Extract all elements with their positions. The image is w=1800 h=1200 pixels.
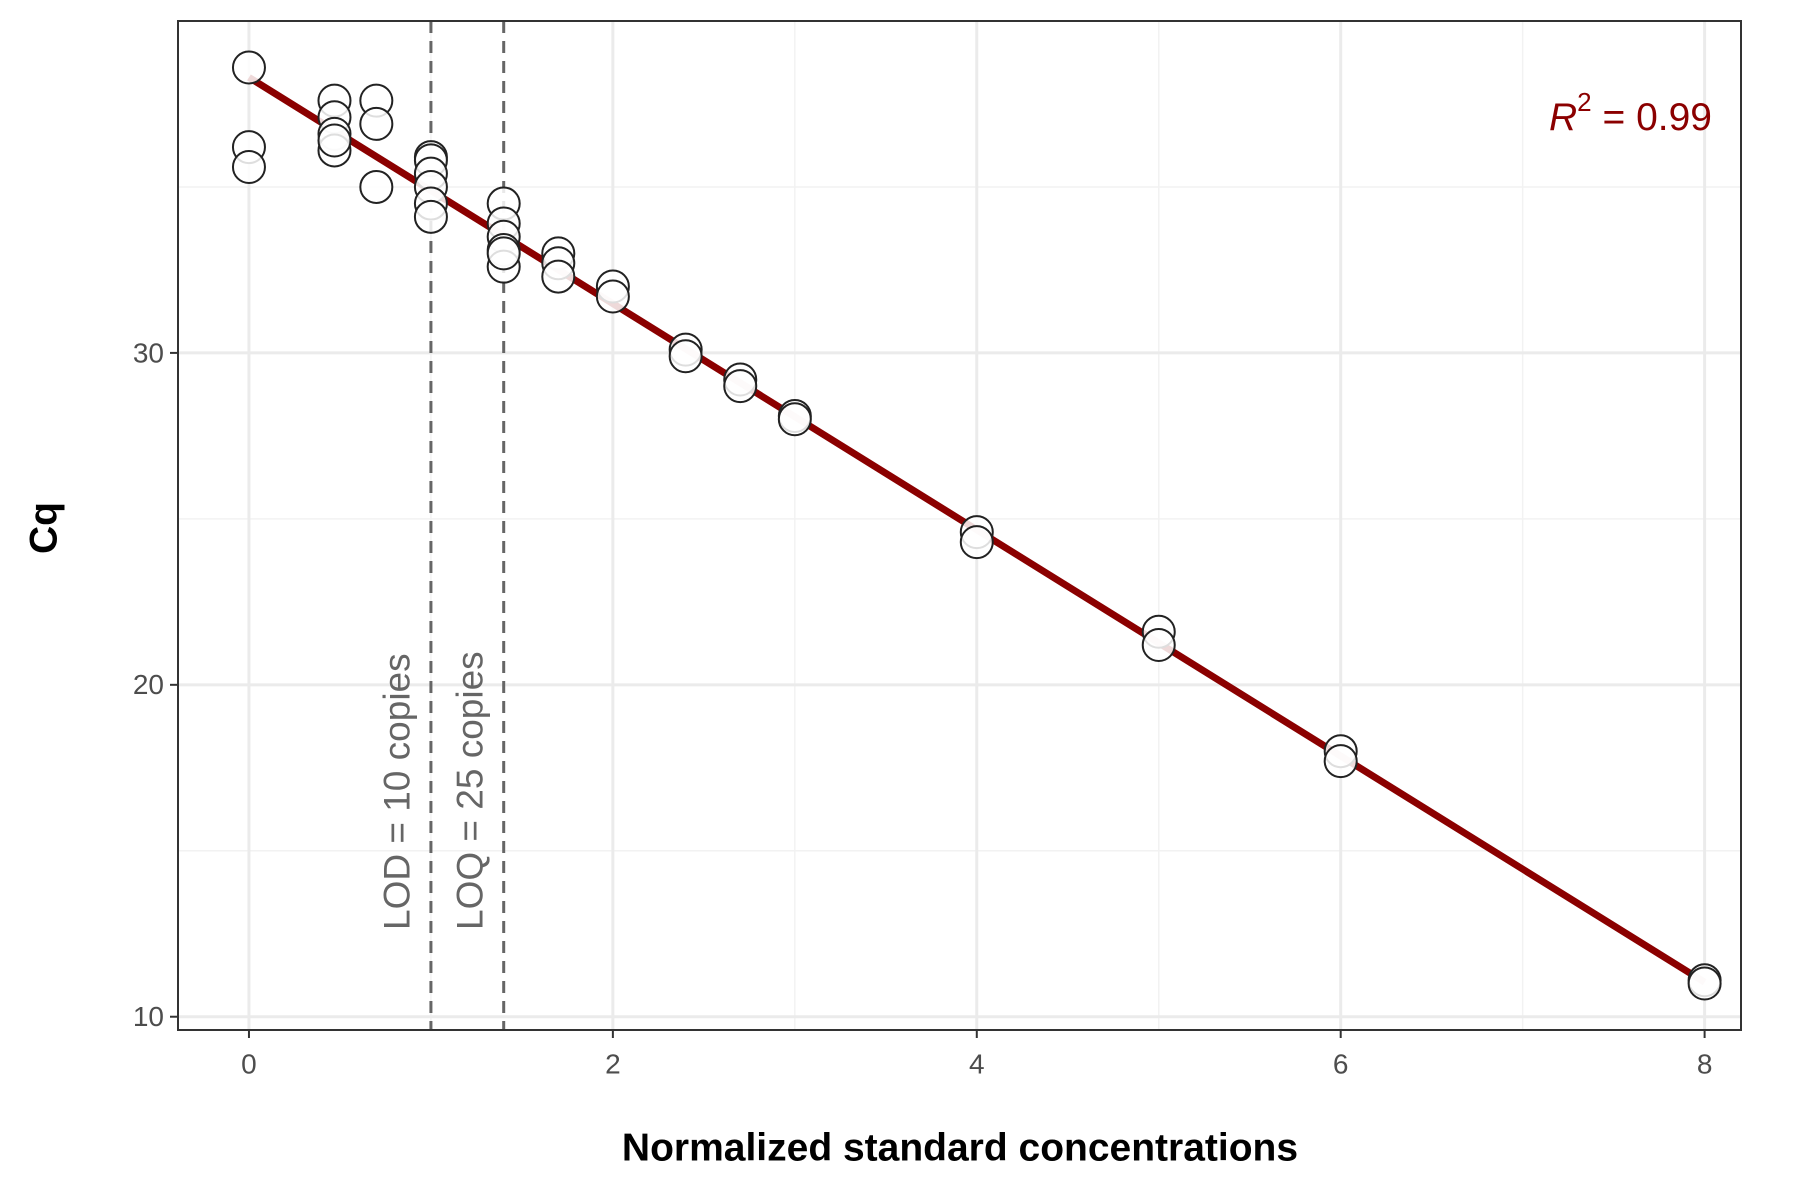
point <box>959 525 994 560</box>
point <box>1141 627 1176 662</box>
x-tick-label: 2 <box>605 1048 621 1079</box>
r2-superscript: 2 <box>1577 87 1591 117</box>
point <box>668 339 703 374</box>
r2-symbol: R <box>1549 96 1577 139</box>
y-tick-label: 30 <box>133 337 164 368</box>
r2-value: = 0.99 <box>1592 96 1712 139</box>
x-tick-label: 8 <box>1697 1048 1713 1079</box>
point <box>777 402 812 437</box>
point <box>1323 744 1358 779</box>
plot-layer: LOD = 10 copies LOQ = 25 copies R2 = 0.99 <box>231 21 1722 1030</box>
x-tick-label: 6 <box>1333 1048 1349 1079</box>
point <box>231 150 266 185</box>
point <box>413 199 448 234</box>
point <box>317 123 352 158</box>
reference-label: LOD = 10 copies <box>377 653 418 930</box>
x-tick-label: 0 <box>241 1048 257 1079</box>
point <box>541 259 576 294</box>
point <box>486 236 521 271</box>
point <box>359 169 394 204</box>
point <box>723 369 758 404</box>
point <box>231 50 266 85</box>
x-axis-title: Normalized standard concentrations <box>622 1126 1298 1169</box>
y-tick-label: 10 <box>133 1001 164 1032</box>
panel-border <box>177 20 1742 1031</box>
x-tick-label: 4 <box>969 1048 985 1079</box>
r2-annotation: R2 = 0.99 <box>1549 87 1712 139</box>
y-axis-title: Cq <box>22 502 65 554</box>
point <box>595 279 630 314</box>
point <box>359 106 394 141</box>
y-tick-label: 20 <box>133 669 164 700</box>
point <box>1687 966 1722 1001</box>
reference-label: LOQ = 25 copies <box>449 651 490 930</box>
